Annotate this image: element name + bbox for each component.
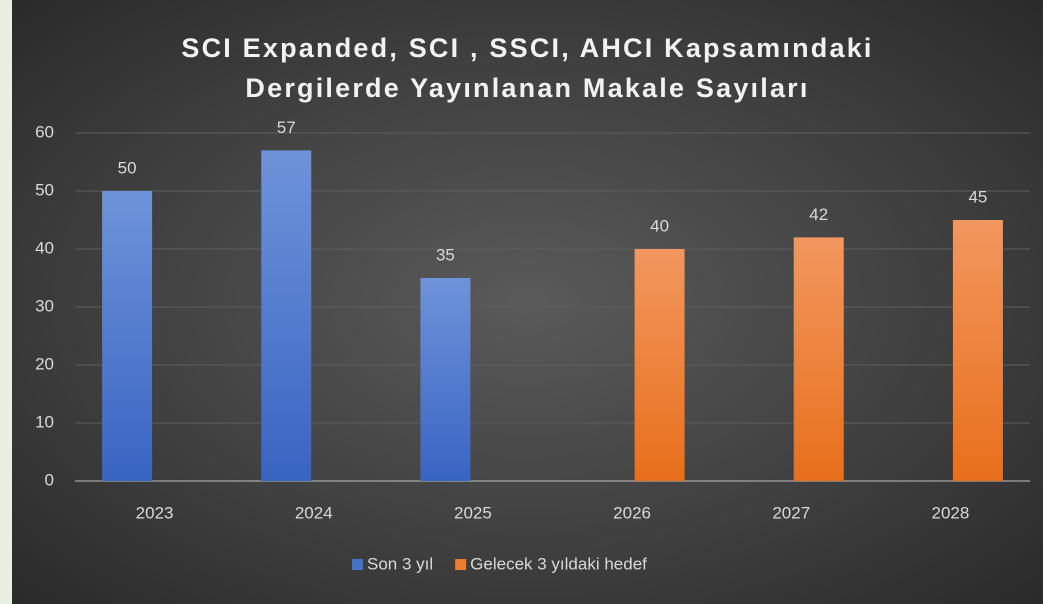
data-label: 42 — [809, 205, 828, 224]
y-tick-label: 0 — [45, 470, 54, 489]
bar — [102, 191, 153, 481]
y-tick-label: 50 — [35, 180, 54, 199]
x-tick-label: 2028 — [932, 503, 970, 522]
y-tick-label: 40 — [35, 238, 54, 257]
y-tick-label: 10 — [35, 412, 54, 431]
x-tick-label: 2027 — [772, 503, 810, 522]
data-label: 45 — [968, 187, 987, 206]
x-tick-label: 2026 — [613, 503, 651, 522]
data-label: 35 — [436, 245, 455, 264]
legend-label: Gelecek 3 yıldaki hedef — [470, 554, 647, 573]
bar — [952, 220, 1003, 481]
y-tick-label: 20 — [35, 354, 54, 373]
legend-label: Son 3 yıl — [367, 554, 433, 573]
chart-title: SCI Expanded, SCI , SSCI, AHCI Kapsamınd… — [181, 33, 874, 103]
data-label: 57 — [277, 118, 296, 137]
bar — [420, 278, 471, 481]
bar — [261, 150, 312, 481]
y-tick-label: 60 — [35, 122, 54, 141]
x-tick-label: 2025 — [454, 503, 492, 522]
bar — [793, 237, 844, 481]
bar — [634, 249, 685, 481]
legend-swatch — [352, 559, 363, 570]
chart: SCI Expanded, SCI , SSCI, AHCI Kapsamınd… — [12, 0, 1043, 604]
plot: 0 10 20 30 40 50 60 2023 50 2024 57 2025 35 2026 40 202… — [35, 118, 1030, 573]
legend-swatch — [455, 559, 467, 570]
x-tick-label: 2024 — [295, 503, 333, 522]
data-label: 50 — [118, 158, 137, 177]
data-label: 40 — [650, 216, 669, 235]
x-tick-label: 2023 — [136, 503, 174, 522]
y-tick-label: 30 — [35, 296, 54, 315]
